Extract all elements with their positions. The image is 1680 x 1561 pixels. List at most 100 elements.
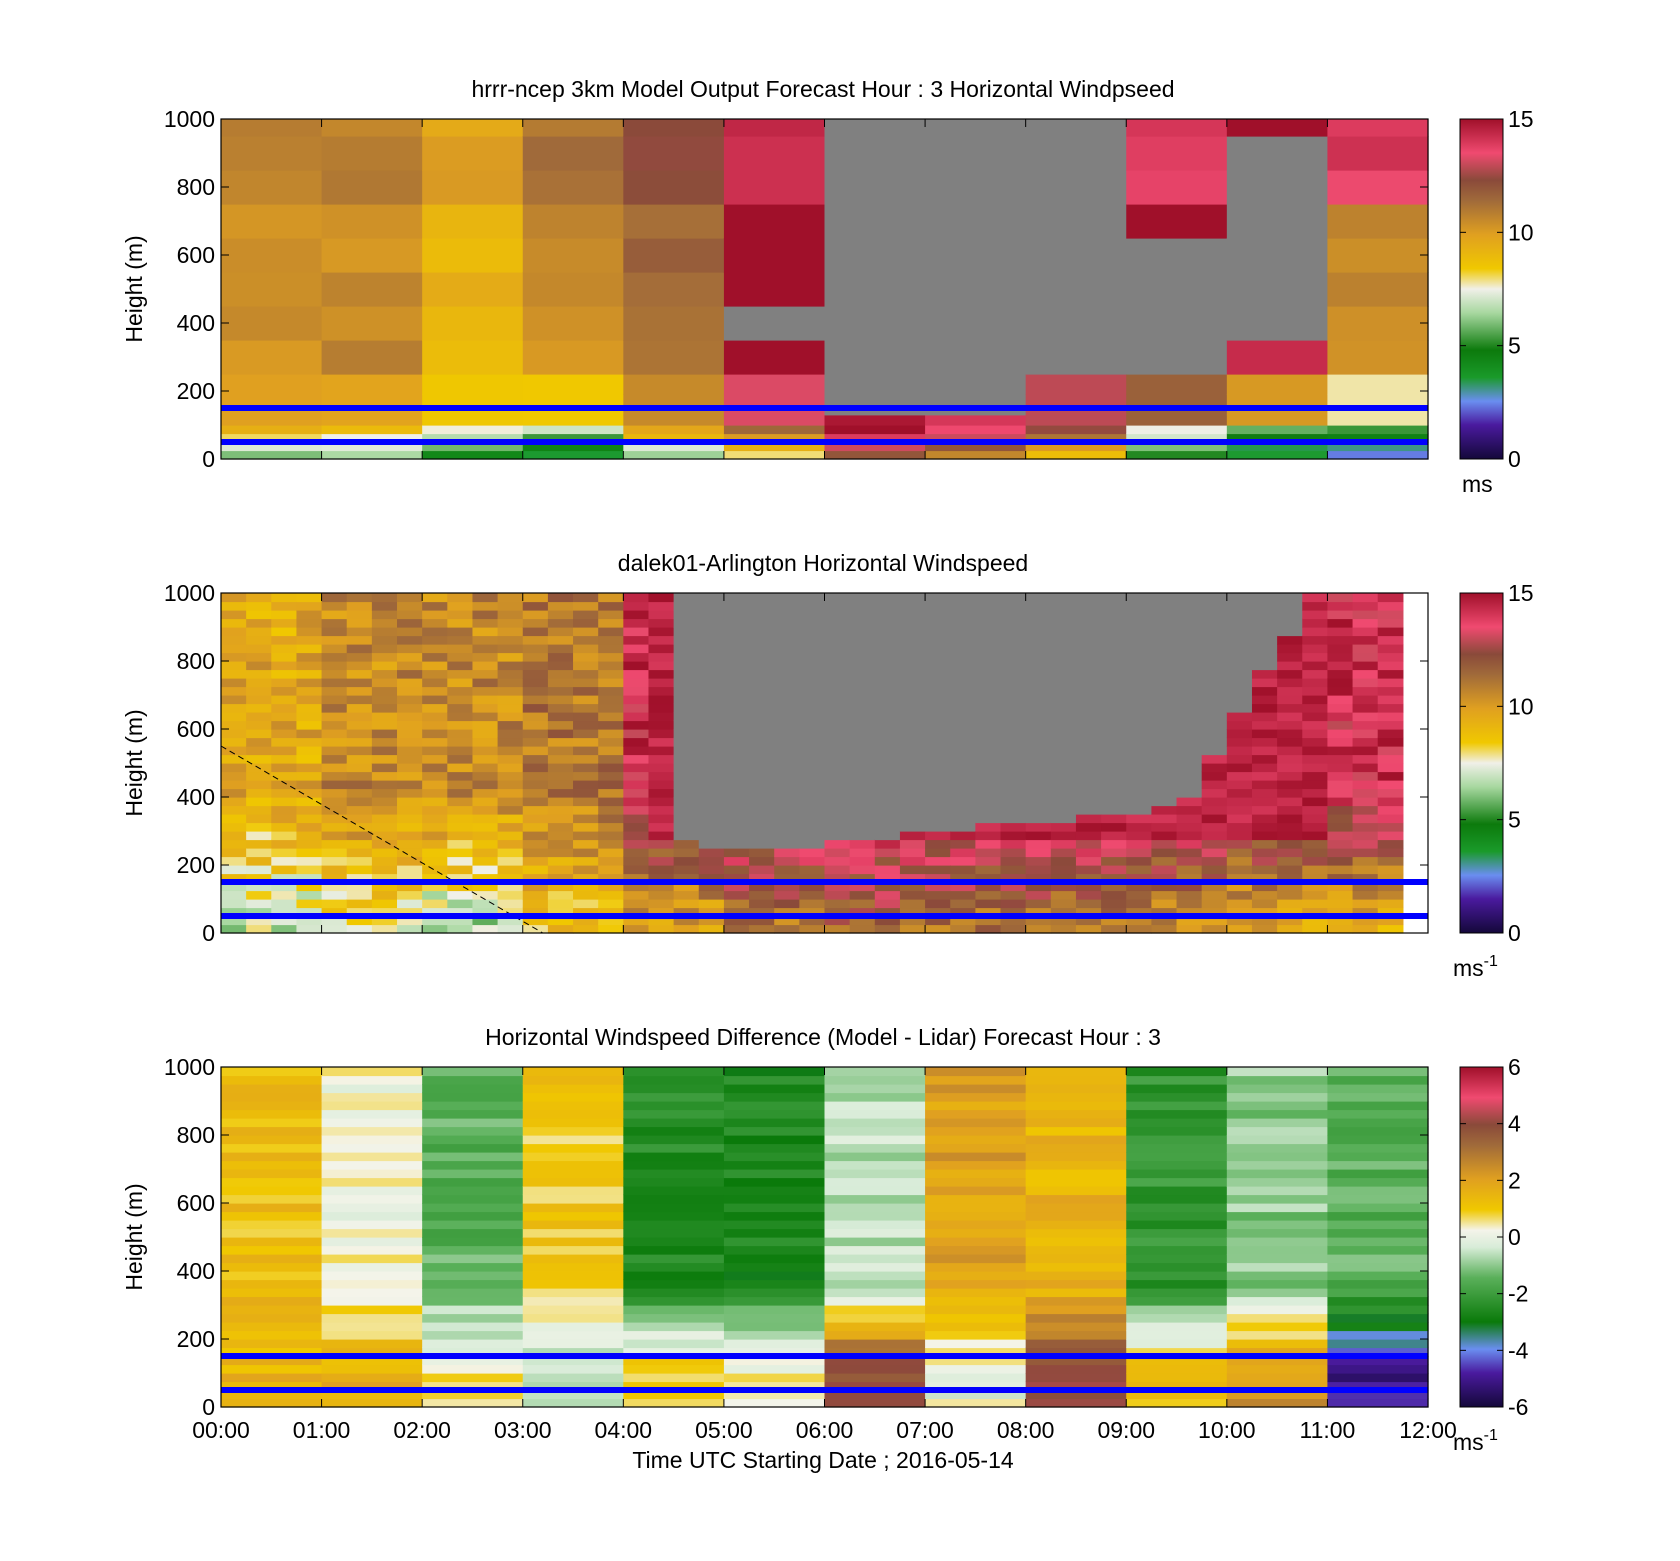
heatmap-cell — [1025, 1194, 1127, 1204]
heatmap-cell — [1151, 720, 1178, 730]
heatmap-cell — [849, 890, 876, 900]
heatmap-cell — [271, 848, 298, 858]
heatmap-cell — [522, 1177, 624, 1187]
heatmap-cell — [698, 788, 725, 798]
heatmap-cell — [447, 873, 474, 883]
heatmap-cell — [246, 797, 272, 807]
heatmap-cell — [246, 746, 272, 756]
heatmap-cell — [1025, 1109, 1127, 1119]
heatmap-cell — [221, 924, 247, 934]
heatmap-cell — [849, 848, 876, 858]
heatmap-cell — [1302, 856, 1329, 866]
heatmap-cell — [648, 644, 675, 654]
heatmap-cell — [447, 652, 474, 662]
heatmap-cell — [673, 771, 700, 781]
heatmap-cell — [271, 644, 298, 654]
heatmap-cell — [925, 1177, 1027, 1187]
heatmap-cell — [623, 1067, 725, 1077]
heatmap-cell — [1201, 899, 1228, 909]
heatmap-cell — [1151, 924, 1178, 934]
heatmap-cell — [1000, 737, 1027, 747]
heatmap-cell — [723, 839, 750, 849]
heatmap-cell — [321, 720, 348, 730]
heatmap-cell — [1226, 814, 1253, 824]
heatmap-cell — [950, 822, 976, 832]
heatmap-cell — [1201, 865, 1228, 875]
heatmap-cell — [1226, 1203, 1329, 1213]
heatmap-cell — [824, 1271, 926, 1281]
heatmap-cell — [723, 780, 750, 790]
colorbar — [1459, 592, 1504, 934]
heatmap-cell — [221, 882, 247, 892]
heatmap-cell — [1226, 1381, 1329, 1391]
heatmap-cell — [522, 1101, 624, 1111]
heatmap-cell — [1000, 686, 1027, 696]
heatmap-cell — [774, 695, 800, 705]
heatmap-cell — [397, 780, 423, 790]
heatmap-cell — [925, 1101, 1027, 1111]
heatmap-cell — [346, 899, 373, 909]
heatmap-cell — [1126, 1126, 1228, 1136]
heatmap-cell — [371, 686, 398, 696]
heatmap-cell — [950, 890, 976, 900]
heatmap-cell — [723, 771, 750, 781]
heatmap-cell — [1226, 873, 1253, 883]
heatmap-cell — [1050, 805, 1077, 815]
heatmap-cell — [321, 306, 423, 341]
heatmap-cell — [950, 873, 976, 883]
heatmap-cell — [673, 780, 700, 790]
heatmap-cell — [1327, 831, 1354, 841]
heatmap-cell — [397, 703, 423, 713]
heatmap-cell — [1126, 340, 1228, 375]
heatmap-cell — [547, 797, 574, 807]
heatmap-cell — [1226, 1143, 1329, 1153]
heatmap-cell — [723, 1313, 826, 1323]
heatmap-cell — [950, 763, 976, 773]
heatmap-cell — [925, 1373, 1027, 1383]
heatmap-cell — [573, 839, 599, 849]
heatmap-cell — [1025, 340, 1127, 375]
heatmap-cell — [522, 374, 624, 395]
heatmap-cell — [874, 754, 901, 764]
heatmap-cell — [371, 669, 398, 679]
heatmap-cell — [321, 1084, 423, 1094]
heatmap-cell — [271, 754, 298, 764]
heatmap-cell — [422, 703, 448, 713]
heatmap-cell — [598, 695, 624, 705]
heatmap-cell — [799, 610, 826, 620]
heatmap-cell — [1025, 433, 1127, 443]
heatmap-cell — [1302, 678, 1329, 688]
heatmap-cell — [925, 839, 951, 849]
heatmap-cell — [975, 601, 1002, 611]
heatmap-cell — [422, 763, 448, 773]
heatmap-cell — [1025, 1220, 1127, 1230]
heatmap-cell — [371, 873, 398, 883]
heatmap-cell — [925, 136, 1027, 171]
heatmap-cell — [1251, 831, 1278, 841]
heatmap-cell — [698, 924, 725, 934]
colorbar — [1459, 118, 1504, 460]
heatmap-cell — [1050, 601, 1077, 611]
heatmap-cell — [1025, 652, 1052, 662]
heatmap-cell — [824, 737, 851, 747]
heatmap-cell — [623, 610, 650, 620]
heatmap-cell — [497, 865, 524, 875]
heatmap-cell — [824, 1092, 926, 1102]
heatmap-cell — [321, 1288, 423, 1298]
heatmap-cell — [824, 1398, 926, 1408]
heatmap-cell — [271, 746, 298, 756]
heatmap-cell — [1126, 848, 1152, 858]
heatmap-cell — [1327, 754, 1354, 764]
heatmap-cell — [321, 1254, 423, 1264]
heatmap-cell — [698, 746, 725, 756]
heatmap-cell — [723, 340, 826, 375]
heatmap-cell — [1277, 695, 1303, 705]
heatmap-cell — [296, 720, 323, 730]
heatmap-cell — [1327, 797, 1354, 807]
heatmap-cell — [1151, 593, 1178, 603]
heatmap-cell — [849, 678, 876, 688]
heatmap-cell — [397, 763, 423, 773]
heatmap-cell — [472, 822, 499, 832]
heatmap-cell — [321, 1101, 423, 1111]
heatmap-cell — [573, 924, 599, 934]
